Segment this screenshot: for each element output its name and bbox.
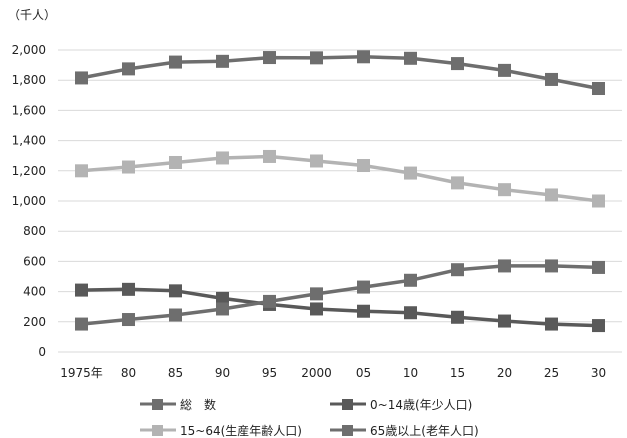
legend-label: 総 数 (180, 397, 216, 412)
legend: 総 数 0~14歳(年少人口) 15~64(生産年齢人口) 65歳以上(老年人口) (140, 397, 479, 438)
data-point-marker (122, 62, 135, 76)
y-tick-label: 200 (23, 315, 46, 329)
data-point-marker (592, 260, 605, 274)
y-tick-label: 800 (23, 224, 46, 238)
data-point-marker (75, 317, 88, 331)
data-point-marker (404, 306, 417, 320)
data-point-marker (404, 273, 417, 287)
data-point-marker (75, 71, 88, 85)
series-line (81, 264, 599, 326)
y-axis-ticks: 0 200 400 600 800 1,000 1,200 1,400 1,600 1,800 2,… (12, 43, 46, 359)
data-point-marker (169, 155, 182, 169)
data-point-marker (310, 287, 323, 301)
x-tick-label: 30 (591, 366, 606, 380)
data-point-marker (592, 82, 605, 96)
x-tick-label: 15 (450, 366, 465, 380)
data-point-marker (357, 304, 370, 318)
y-tick-label: 400 (23, 285, 46, 299)
x-tick-label: 80 (121, 366, 136, 380)
data-point-marker (357, 50, 370, 64)
data-point-marker (404, 51, 417, 65)
y-tick-label: 1,800 (12, 73, 46, 87)
x-tick-label: 25 (544, 366, 559, 380)
legend-label: 0~14歳(年少人口) (370, 398, 472, 412)
y-tick-label: 0 (38, 345, 46, 359)
y-tick-label: 600 (23, 254, 46, 268)
y-tick-label: 2,000 (12, 43, 46, 57)
data-point-marker (169, 55, 182, 69)
series-line (81, 154, 599, 203)
legend-marker (342, 399, 353, 410)
series-1 (75, 282, 605, 333)
data-point-marker (451, 57, 464, 71)
series-line (81, 287, 599, 328)
data-point-marker (216, 54, 229, 68)
y-tick-label: 1,200 (12, 164, 46, 178)
x-tick-label: 1975年 (60, 366, 103, 380)
data-point-marker (263, 51, 276, 65)
legend-marker (342, 425, 353, 436)
data-point-marker (498, 183, 511, 197)
data-point-marker (310, 154, 323, 168)
x-tick-label: 2000 (301, 366, 332, 380)
data-point-marker (498, 63, 511, 77)
series-0 (75, 50, 605, 96)
data-point-marker (592, 319, 605, 333)
data-point-marker (404, 166, 417, 180)
legend-marker (152, 399, 163, 410)
y-tick-label: 1,400 (12, 134, 46, 148)
series-lines (75, 50, 605, 333)
data-point-marker (75, 164, 88, 178)
data-point-marker (122, 282, 135, 296)
data-point-marker (169, 284, 182, 298)
data-point-marker (451, 176, 464, 190)
data-point-marker (545, 317, 558, 331)
data-point-marker (122, 313, 135, 327)
series-2 (75, 149, 605, 208)
data-point-marker (216, 291, 229, 305)
data-point-marker (592, 194, 605, 208)
legend-label: 15~64(生産年齢人口) (180, 423, 302, 438)
legend-label: 65歳以上(老年人口) (370, 424, 479, 438)
data-point-marker (75, 283, 88, 297)
legend-item: 15~64(生産年齢人口) (140, 423, 302, 438)
x-axis-ticks: 1975年 80 85 90 95 2000 05 10 15 20 25 30 (60, 366, 606, 380)
gridlines (58, 49, 622, 353)
legend-marker (152, 425, 163, 436)
legend-item: 総 数 (140, 397, 216, 412)
data-point-marker (216, 151, 229, 165)
data-point-marker (545, 259, 558, 273)
x-tick-label: 05 (356, 366, 371, 380)
legend-item: 0~14歳(年少人口) (330, 398, 472, 412)
y-tick-label: 1,600 (12, 103, 46, 117)
data-point-marker (122, 160, 135, 174)
data-point-marker (310, 302, 323, 316)
x-tick-label: 85 (168, 366, 183, 380)
data-point-marker (545, 72, 558, 86)
data-point-marker (169, 308, 182, 322)
data-point-marker (216, 302, 229, 316)
data-point-marker (498, 259, 511, 273)
x-tick-label: 20 (497, 366, 512, 380)
legend-item: 65歳以上(老年人口) (330, 424, 479, 438)
series-line (81, 55, 599, 91)
y-tick-label: 1,000 (12, 194, 46, 208)
data-point-marker (263, 149, 276, 163)
x-tick-label: 10 (403, 366, 418, 380)
x-tick-label: 90 (215, 366, 230, 380)
data-point-marker (357, 280, 370, 294)
data-point-marker (357, 159, 370, 173)
data-point-marker (451, 310, 464, 324)
x-tick-label: 95 (262, 366, 277, 380)
data-point-marker (451, 263, 464, 277)
data-point-marker (545, 188, 558, 202)
y-unit-label: （千人） (8, 8, 56, 22)
data-point-marker (263, 294, 276, 308)
data-point-marker (498, 314, 511, 328)
series-3 (75, 259, 605, 331)
data-point-marker (310, 51, 323, 65)
